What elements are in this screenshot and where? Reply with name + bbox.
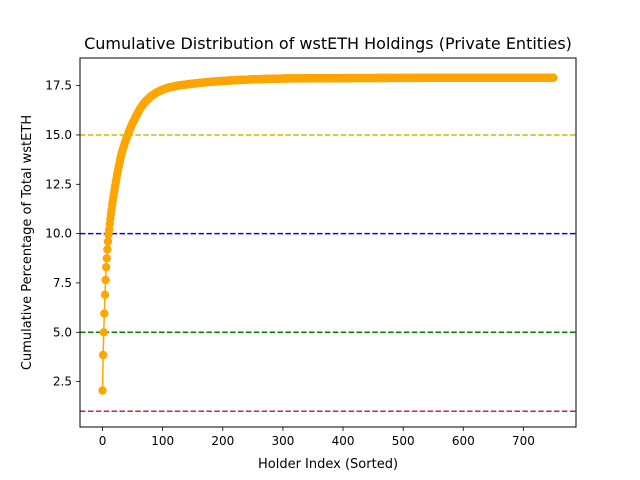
data-point	[101, 262, 111, 272]
x-tick-label: 600	[452, 434, 475, 448]
data-point	[98, 386, 107, 395]
data-point	[103, 237, 113, 246]
y-tick-label: 10.0	[45, 227, 72, 241]
x-tick-label: 400	[332, 434, 355, 448]
y-tick-label: 17.5	[45, 79, 72, 93]
data-point	[101, 275, 110, 285]
y-tick-label: 7.5	[53, 276, 72, 290]
data-point	[100, 309, 109, 318]
x-axis-label: Holder Index (Sorted)	[258, 457, 398, 472]
data-point	[100, 290, 110, 299]
y-axis: 2.5 5.0 7.5 10.0 12.5 15.0 17.5	[45, 79, 80, 389]
x-axis: 0 100 200 300 400 500 600 700	[99, 427, 535, 448]
data-point	[103, 245, 112, 254]
plot-frame	[79, 57, 577, 428]
x-tick-label: 200	[211, 434, 234, 448]
y-tick-label: 12.5	[45, 177, 72, 191]
data-point	[549, 73, 558, 82]
data-point	[98, 350, 108, 360]
x-tick-label: 500	[392, 434, 415, 448]
x-tick-label: 0	[99, 434, 107, 448]
y-axis-label: Cumulative Percentage of Total wstETH	[20, 115, 35, 370]
y-tick-label: 15.0	[45, 128, 72, 142]
x-tick-label: 100	[151, 434, 174, 448]
x-tick-label: 300	[271, 434, 294, 448]
x-tick-label: 700	[512, 434, 535, 448]
data-point	[99, 328, 108, 337]
chart-title: Cumulative Distribution of wstETH Holdin…	[84, 34, 572, 53]
y-tick-label: 5.0	[53, 325, 72, 339]
data-point	[102, 254, 111, 263]
y-tick-label: 2.5	[53, 375, 72, 389]
